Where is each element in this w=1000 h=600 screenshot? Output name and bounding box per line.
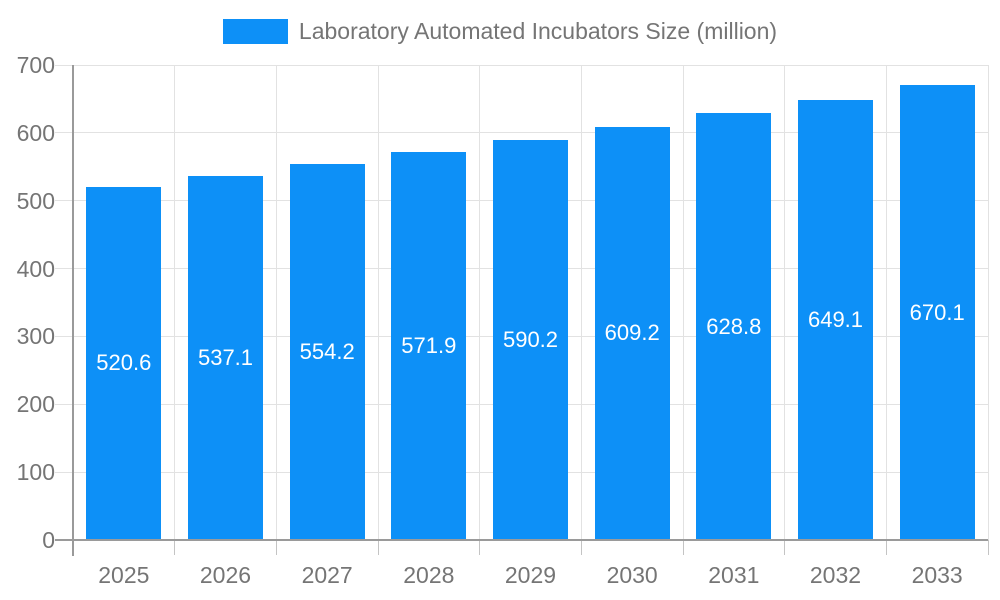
x-axis-label-2029: 2029 [504, 562, 557, 588]
v-gridline-7 [784, 65, 786, 540]
x-axis-label-2027: 2027 [301, 562, 353, 588]
bar-2032 [798, 99, 873, 540]
y-axis-label-400: 400 [16, 255, 55, 282]
bar-value-label-2033: 670.1 [909, 299, 965, 325]
x-axis-label-2026: 2026 [199, 562, 252, 588]
legend-swatch[interactable] [222, 19, 288, 44]
bar-2025 [86, 186, 162, 540]
bar-2027 [289, 163, 365, 540]
bar-value-label-2029: 590.2 [502, 326, 559, 352]
v-gridline-1 [174, 65, 176, 540]
bar-value-label-2032: 649.1 [807, 306, 864, 332]
v-gridline-4 [479, 65, 481, 540]
v-gridline-5 [580, 65, 582, 540]
v-gridline-6 [682, 65, 684, 540]
bar-value-label-2030: 609.2 [604, 320, 660, 346]
y-axis-label-700: 700 [16, 52, 55, 78]
x-axis-label-2028: 2028 [403, 562, 455, 588]
y-axis-label-600: 600 [16, 119, 55, 146]
y-axis-label-0: 0 [42, 527, 55, 553]
x-axis-label-2032: 2032 [809, 562, 862, 588]
y-axis-label-300: 300 [16, 323, 55, 350]
h-gridline-700 [55, 64, 988, 66]
x-axis-label-2033: 2033 [911, 562, 963, 588]
v-gridline-3 [377, 65, 379, 540]
v-gridline-8 [885, 65, 887, 540]
legend-label[interactable]: Laboratory Automated Incubators Size (mi… [298, 18, 778, 44]
h-gridline-600 [55, 132, 988, 134]
x-tick-9 [987, 540, 989, 555]
x-tick-8 [885, 540, 887, 555]
y-axis-label-100: 100 [16, 459, 55, 486]
bar-value-label-2026: 537.1 [197, 344, 254, 370]
plot-area: 0 100 200 300 400 500 600 700 520.6 2025 537.1 2026… [17, 52, 989, 588]
x-tick-5 [580, 540, 582, 555]
x-tick-3 [377, 540, 379, 555]
x-tick-1 [174, 540, 176, 555]
x-axis-label-2031: 2031 [708, 562, 760, 588]
bar-value-label-2028: 571.9 [401, 332, 457, 358]
y-axis-label-200: 200 [16, 391, 55, 418]
x-tick-4 [479, 540, 481, 555]
x-tick-2 [275, 540, 277, 555]
x-axis-line [55, 539, 988, 541]
y-axis-line [72, 65, 74, 556]
chart-legend[interactable]: Laboratory Automated Incubators Size (mi… [0, 18, 1000, 45]
bar-2028 [391, 151, 467, 540]
bar-value-label-2025: 520.6 [96, 350, 152, 376]
x-tick-7 [784, 540, 786, 555]
x-tick-6 [682, 540, 684, 555]
y-axis-label-500: 500 [16, 187, 55, 214]
bar-value-label-2031: 628.8 [706, 313, 762, 339]
bar-2033 [899, 85, 975, 540]
bar-2026 [188, 175, 263, 540]
v-gridline-9 [987, 65, 989, 540]
bar-2030 [594, 126, 670, 540]
x-axis-label-2025: 2025 [98, 562, 150, 588]
bar-2031 [696, 113, 772, 540]
v-gridline-2 [275, 65, 277, 540]
bar-value-label-2027: 554.2 [299, 338, 355, 364]
bar-2029 [493, 139, 568, 540]
x-axis-label-2030: 2030 [606, 562, 658, 588]
